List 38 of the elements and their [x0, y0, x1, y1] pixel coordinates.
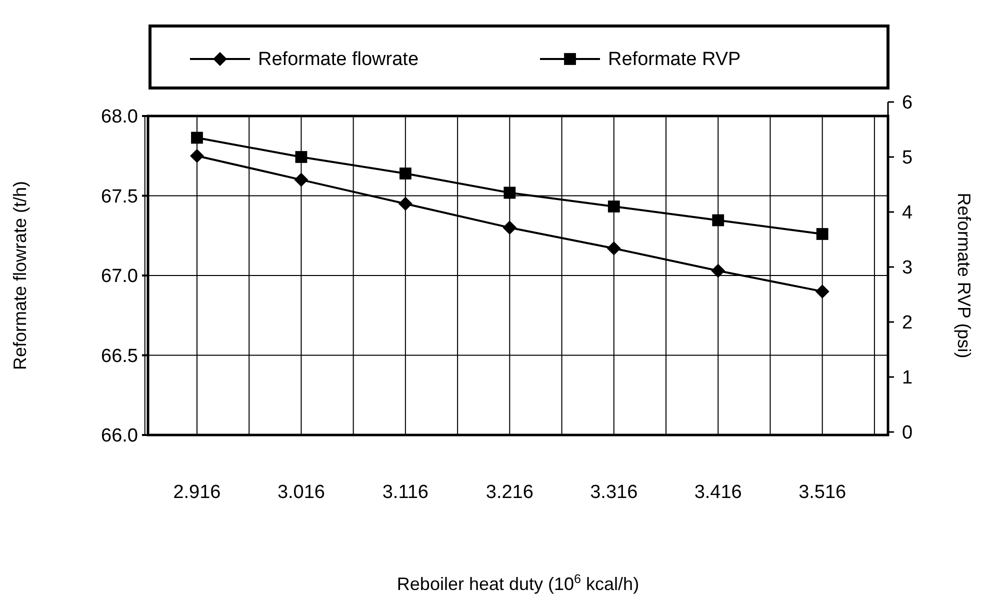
y2-tick-label: 3 [902, 258, 913, 279]
point [504, 186, 516, 199]
legend-label: Reformate RVP [608, 49, 741, 70]
point [711, 264, 726, 278]
point [398, 196, 412, 211]
x-axis-title: Reboiler heat duty (10$^{6}$ kcal/h) [396, 572, 640, 594]
point [295, 151, 308, 163]
y2-axis-title: Reformate RVP (psi) [954, 192, 974, 358]
y2-tick-label: 5 [902, 148, 913, 169]
y2-tick-label: 6 [902, 92, 913, 114]
y-tick-label: 67.5 [101, 186, 138, 208]
y-tick-label: 66.0 [101, 426, 138, 447]
y2-tick-label: 4 [902, 202, 913, 224]
point [606, 241, 621, 256]
x-tick-label: 3.216 [486, 482, 534, 503]
point [816, 228, 828, 240]
x-tick-label: 3.316 [590, 482, 638, 503]
y-tick-label: 66.5 [101, 346, 138, 367]
point [190, 148, 204, 163]
point [608, 200, 620, 212]
y2-tick-label: 0 [902, 422, 913, 444]
point [815, 284, 830, 298]
x-tick-label: 3.416 [694, 482, 742, 503]
y-tick-label: 67.0 [101, 266, 138, 288]
point [191, 132, 203, 144]
legend-label: Reformate flowrate [258, 49, 419, 70]
point [712, 214, 724, 226]
y2-tick-label: 2 [902, 312, 913, 334]
point [294, 172, 308, 187]
x-tick-label: 3.016 [277, 482, 325, 503]
point [399, 168, 412, 180]
point [502, 220, 517, 235]
y2-tick-label: 1 [902, 368, 913, 389]
x-tick-label: 3.516 [798, 482, 846, 503]
x-tick-label: 3.116 [382, 482, 429, 503]
y-tick-label: 68.0 [101, 106, 138, 128]
y-axis-title: Reformate flowrate (t/h) [10, 180, 30, 370]
x-tick-label: 2.916 [173, 482, 221, 503]
